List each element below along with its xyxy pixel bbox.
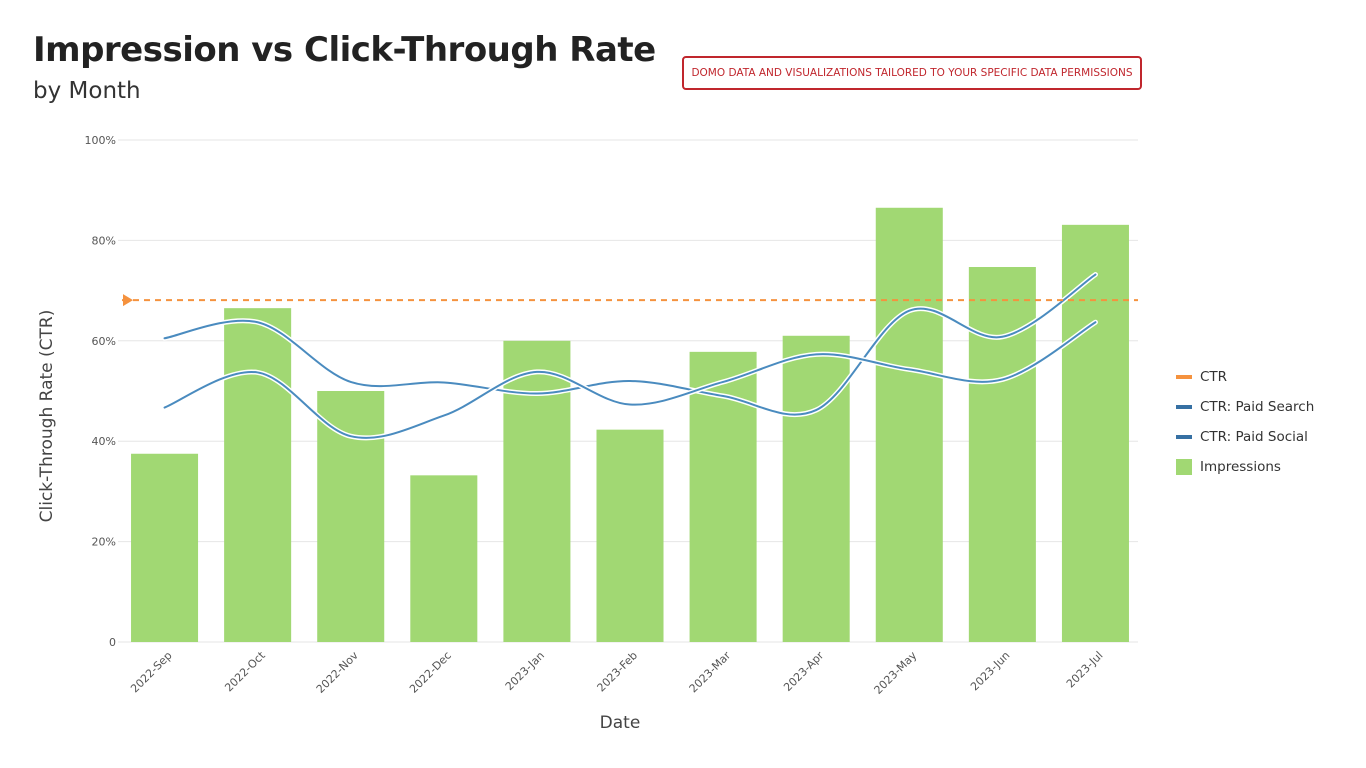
chart-title: Impression vs Click-Through Rate (33, 30, 656, 70)
y-axis-ticks: 0 20% 40% 60% 80% 100% (85, 134, 116, 649)
x-tick-label: 2023-Jul (1064, 649, 1106, 691)
bar-impressions (317, 391, 385, 642)
bar-impressions (503, 340, 571, 642)
y-tick-label: 0 (109, 636, 116, 649)
y-tick-label: 80% (92, 234, 116, 247)
bar-impressions (596, 429, 664, 642)
legend: CTR CTR: Paid Search CTR: Paid Social Im… (1176, 362, 1314, 482)
legend-item-impressions[interactable]: Impressions (1176, 452, 1314, 482)
bar-impressions (131, 453, 199, 642)
y-axis-title: Click-Through Rate (CTR) (37, 310, 57, 523)
y-tick-label: 60% (92, 335, 116, 348)
bar-impressions (224, 308, 292, 642)
bar-impressions (875, 207, 943, 642)
legend-item-ctr[interactable]: CTR (1176, 362, 1314, 392)
bar-impressions (1061, 224, 1129, 642)
x-tick-label: 2023-May (872, 649, 920, 697)
y-tick-label: 20% (92, 536, 116, 549)
bars (131, 207, 1129, 642)
legend-swatch-ctr-paid-social (1176, 435, 1192, 439)
x-tick-label: 2022-Nov (314, 649, 361, 696)
legend-item-ctr-paid-social[interactable]: CTR: Paid Social (1176, 422, 1314, 452)
legend-swatch-ctr-paid-search (1176, 405, 1192, 409)
bar-impressions (782, 335, 850, 642)
reference-marker-ctr (123, 294, 133, 307)
chart-subtitle: by Month (33, 78, 141, 104)
legend-swatch-ctr (1176, 375, 1192, 379)
x-tick-label: 2023-Feb (595, 649, 641, 695)
y-tick-label: 40% (92, 435, 116, 448)
x-axis-ticks: 2022-Sep 2022-Oct 2022-Nov 2022-Dec 2023-Jan… (128, 648, 1105, 696)
line-halo-ctr-paid-search (162, 272, 1098, 417)
ctr-reference (122, 294, 1138, 307)
line-ctr-paid-social (163, 321, 1097, 439)
x-tick-label: 2023-Jun (968, 649, 1012, 693)
bar-impressions (410, 475, 478, 642)
x-axis-title: Date (600, 713, 641, 733)
x-tick-label: 2023-Mar (687, 649, 734, 696)
legend-item-ctr-paid-search[interactable]: CTR: Paid Search (1176, 392, 1314, 422)
x-tick-label: 2023-Apr (781, 649, 826, 694)
y-tick-label: 100% (85, 134, 116, 147)
x-tick-label: 2022-Sep (128, 649, 174, 695)
legend-label-ctr: CTR (1200, 369, 1228, 385)
legend-label-ctr-paid-social: CTR: Paid Social (1200, 429, 1308, 445)
x-tick-label: 2022-Dec (407, 649, 454, 696)
x-tick-label: 2023-Jan (503, 649, 547, 693)
legend-swatch-impressions (1176, 459, 1192, 475)
permissions-banner: DOMO DATA AND VISUALIZATIONS TAILORED TO… (682, 56, 1142, 90)
legend-label-impressions: Impressions (1200, 459, 1281, 475)
line-ctr-paid-search (163, 273, 1097, 416)
ctr-lines (162, 272, 1098, 441)
legend-label-ctr-paid-search: CTR: Paid Search (1200, 399, 1315, 415)
bar-impressions (968, 267, 1036, 642)
x-tick-label: 2022-Oct (222, 648, 268, 694)
